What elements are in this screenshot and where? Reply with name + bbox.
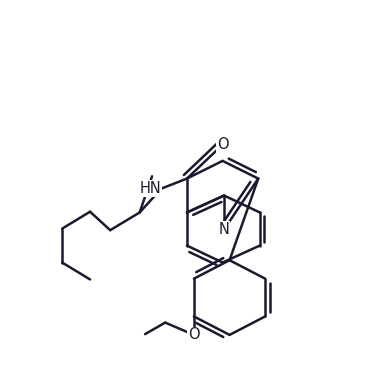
Text: HN: HN xyxy=(139,181,161,196)
Text: N: N xyxy=(219,222,230,237)
Text: O: O xyxy=(188,327,200,343)
Text: O: O xyxy=(217,137,228,152)
